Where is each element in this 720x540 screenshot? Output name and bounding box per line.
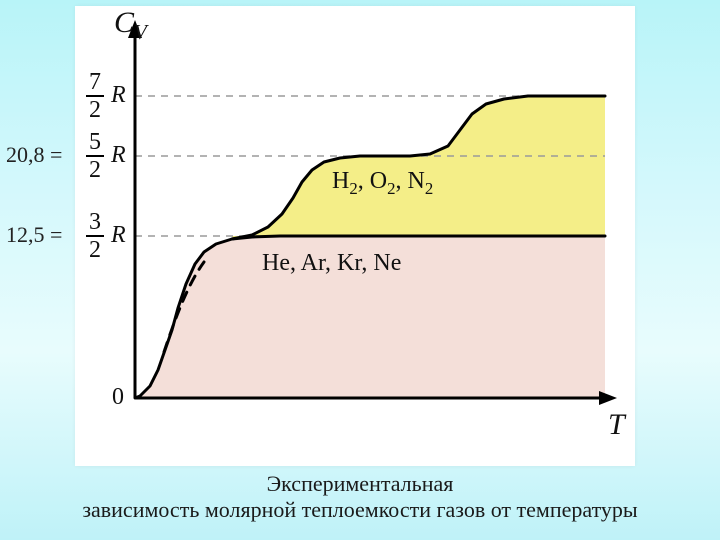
ytick-7-2: 72 R [86, 70, 126, 122]
series-label-monatomic: He, Ar, Kr, Ne [262, 250, 401, 277]
caption-line-1: Экспериментальная [0, 471, 720, 496]
ytick-3-2: 32 R [86, 210, 126, 262]
origin-zero: 0 [112, 384, 124, 411]
y-axis-label: CV [114, 6, 147, 45]
figure-caption: Экспериментальная зависимость молярной т… [0, 471, 720, 522]
series-label-diatomic: H2, O2, N2 [332, 168, 433, 199]
ytick-5-2: 52 R [86, 130, 126, 182]
x-axis-label: T [608, 408, 625, 442]
caption-line-2: зависимость молярной теплоемкости газов … [0, 497, 720, 522]
